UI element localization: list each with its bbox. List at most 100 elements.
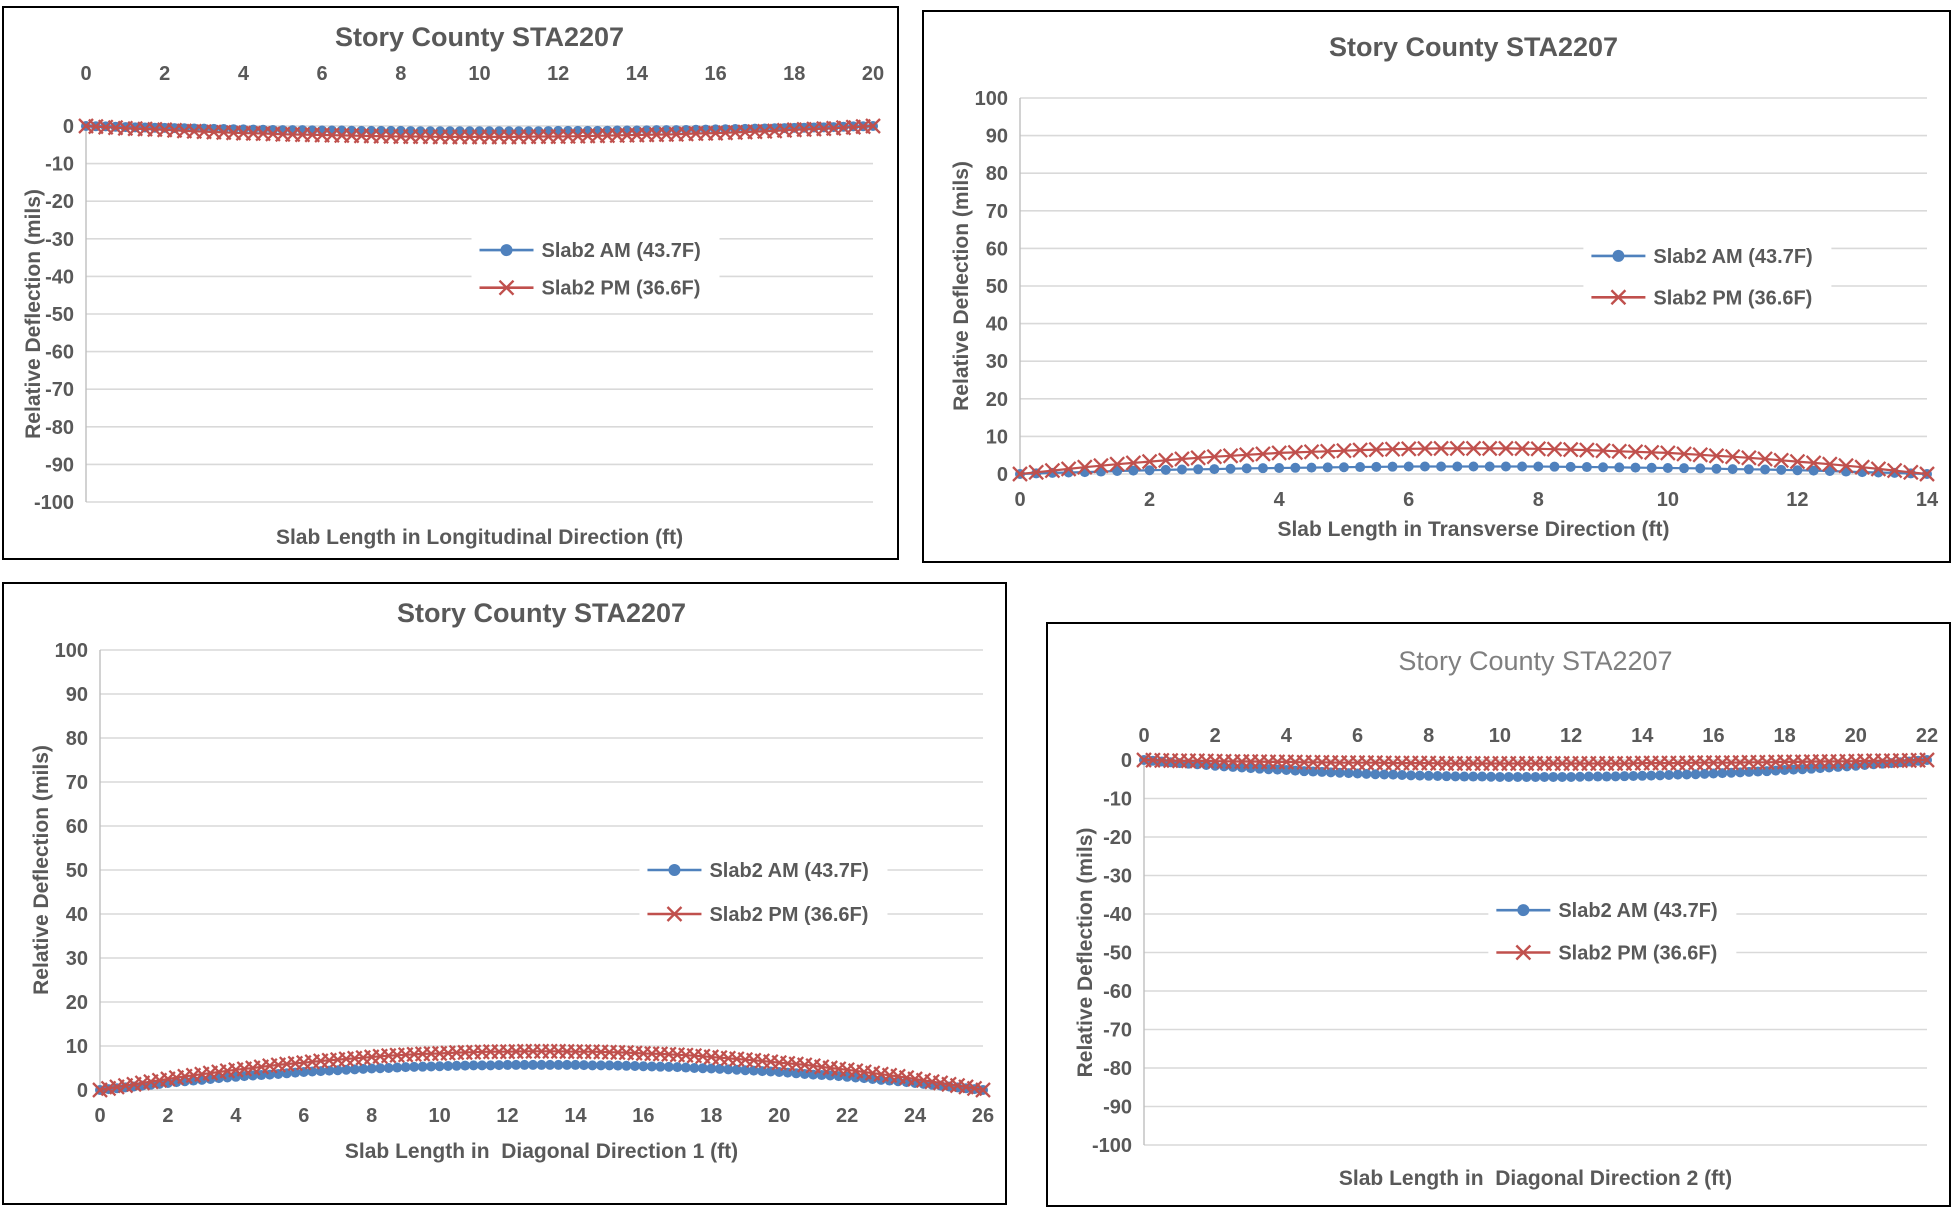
y-tick-label: -80 — [1103, 1058, 1132, 1080]
circle-marker — [1355, 462, 1366, 473]
y-tick-label: -90 — [45, 454, 74, 476]
x-tick-label: 20 — [1845, 725, 1867, 747]
x-marker — [1060, 461, 1077, 477]
x-marker — [805, 1057, 822, 1074]
circle-marker — [341, 1064, 352, 1075]
legend-label: Slab2 AM (43.7F) — [542, 240, 701, 262]
circle-marker — [553, 1059, 564, 1070]
legend-x-marker-icon — [1610, 289, 1627, 306]
x-marker — [1595, 442, 1611, 459]
x-tick-label: 18 — [783, 63, 805, 85]
x-marker — [1076, 459, 1093, 476]
x-tick-label: 10 — [1657, 489, 1679, 511]
y-axis-title: Relative Deflection (mils) — [1074, 828, 1097, 1078]
y-tick-label: -20 — [1103, 827, 1132, 849]
y-tick-label: -60 — [1103, 981, 1132, 1003]
y-tick-label: -100 — [1092, 1135, 1132, 1157]
circle-marker — [1423, 770, 1434, 781]
panel-diagonal-2-chart[interactable]: 0 -10 -20 -30 -40 -50 -60 -70 -80 -90 -100 0 2 4 6 8 10 1… — [1046, 622, 1951, 1207]
y-tick-label: -10 — [1103, 789, 1132, 811]
series-slab2-pm — [92, 1043, 991, 1098]
x-tick-label: 16 — [704, 63, 726, 85]
circle-marker — [731, 1064, 742, 1075]
panel-transverse-chart[interactable]: 100 90 80 70 60 50 40 30 20 10 0 0 2 4 6 8 10 12 14 Slab2 A… — [922, 10, 1951, 563]
x-marker — [932, 1075, 949, 1091]
x-marker — [1514, 440, 1530, 457]
circle-marker — [1592, 771, 1603, 782]
circle-marker — [1397, 770, 1408, 781]
circle-marker — [689, 1063, 700, 1073]
x-marker — [898, 1069, 915, 1086]
x-marker — [1757, 451, 1773, 467]
circle-marker — [1717, 768, 1728, 779]
circle-marker — [1743, 464, 1754, 475]
x-marker — [1643, 444, 1660, 461]
y-tick-label: 20 — [986, 389, 1008, 411]
circle-marker — [655, 1061, 666, 1072]
circle-marker — [1432, 770, 1443, 781]
circle-marker — [1565, 461, 1576, 472]
circle-marker — [1628, 770, 1639, 781]
circle-marker — [1727, 464, 1738, 475]
x-tick-label: 2 — [162, 1105, 173, 1127]
x-tick-label: 14 — [564, 1105, 587, 1127]
y-tick-label: -30 — [45, 229, 74, 251]
y-tick-label: 30 — [66, 948, 88, 970]
circle-marker — [1257, 463, 1268, 474]
circle-marker — [1824, 465, 1835, 476]
circle-marker — [723, 1064, 734, 1075]
circle-marker — [1112, 465, 1123, 476]
x-marker — [1255, 446, 1271, 462]
circle-marker — [604, 1060, 615, 1071]
circle-marker — [672, 1062, 683, 1073]
y-tick-label: 80 — [986, 163, 1008, 185]
circle-marker — [1646, 462, 1657, 473]
circle-marker — [1711, 463, 1722, 474]
circle-marker — [1387, 461, 1398, 472]
x-marker — [1044, 462, 1061, 479]
circle-marker — [1598, 462, 1609, 473]
circle-marker — [1361, 768, 1372, 779]
circle-marker — [1681, 769, 1692, 780]
panel-diagonal-1-chart[interactable]: 100 90 80 70 60 50 40 30 20 10 0 0 2 4 6 8 10 12 14 16 18 20 2… — [2, 582, 1007, 1205]
y-tick-label: -60 — [45, 342, 74, 364]
circle-marker — [1128, 465, 1139, 476]
circle-marker — [392, 1062, 403, 1073]
y-tick-label: -50 — [1103, 943, 1132, 965]
x-marker — [975, 1082, 991, 1098]
circle-marker — [502, 1059, 513, 1070]
x-marker — [1352, 442, 1368, 458]
x-tick-label: 26 — [972, 1105, 994, 1127]
x-marker — [1481, 440, 1498, 457]
x-marker — [1692, 447, 1709, 463]
x-tick-label: 4 — [1274, 489, 1286, 511]
x-tick-label: 2 — [159, 63, 170, 85]
circle-marker — [1436, 461, 1447, 472]
panel-longitudinal-chart[interactable]: 0 -10 -20 -30 -40 -50 -60 -70 -80 -90 -100 0 2 4 6 8 10 1… — [2, 6, 899, 560]
x-marker — [907, 1071, 923, 1087]
circle-marker — [528, 1059, 539, 1070]
circle-marker — [349, 1064, 360, 1075]
x-marker — [1724, 448, 1741, 465]
chart-title: Story County STA2207 — [335, 22, 624, 52]
x-marker — [1854, 459, 1871, 476]
y-tick-label: -100 — [34, 492, 74, 514]
x-marker — [881, 1067, 898, 1084]
x-tick-label: 8 — [395, 63, 406, 85]
circle-marker — [1672, 769, 1683, 780]
x-tick-label: 14 — [1631, 725, 1654, 747]
x-marker — [949, 1077, 966, 1094]
circle-marker — [1760, 464, 1771, 475]
y-axis-title: Relative Deflection (mils) — [950, 161, 973, 411]
x-axis-title: Slab Length in Diagonal Direction 2 (ft) — [1339, 1167, 1732, 1190]
x-marker — [1546, 441, 1563, 457]
circle-marker — [1477, 771, 1488, 782]
x-tick-label: 4 — [238, 63, 250, 85]
x-marker — [941, 1076, 957, 1093]
y-tick-label: 90 — [986, 126, 1008, 148]
x-marker — [1465, 440, 1482, 457]
circle-marker — [1322, 462, 1333, 473]
x-marker — [1271, 445, 1287, 461]
x-marker — [1886, 462, 1903, 479]
